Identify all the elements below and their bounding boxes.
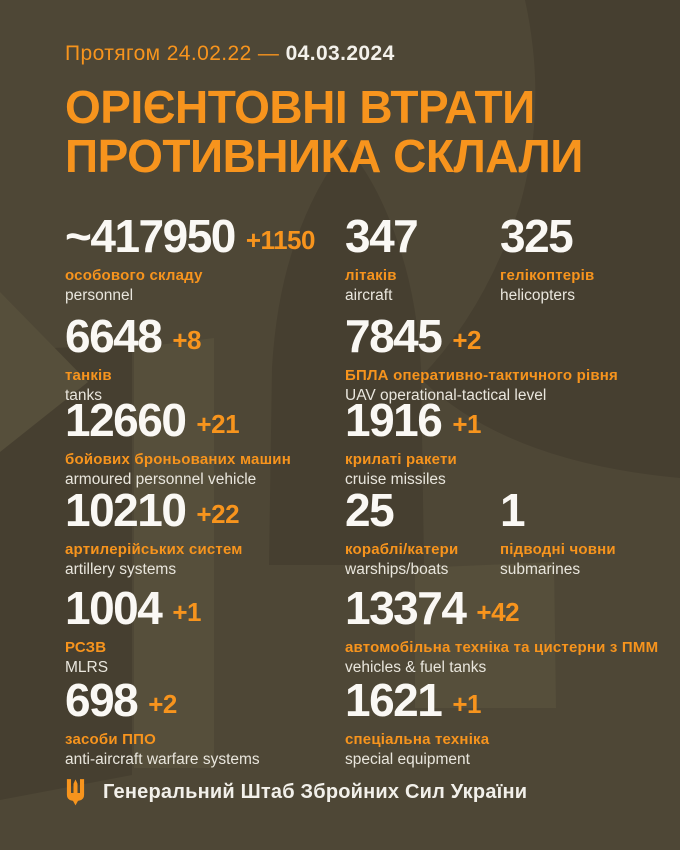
stat-label-uk: гелікоптерів xyxy=(500,267,595,284)
stat-label-uk: кораблі/катери xyxy=(345,541,459,558)
page-title-line2: ПРОТИВНИКА СКЛАЛИ xyxy=(65,130,583,182)
stat-label-en: helicopters xyxy=(500,287,575,304)
stat-label-en: aircraft xyxy=(345,287,393,304)
stat-value: 1004 xyxy=(65,582,163,634)
stat-value: 1621 xyxy=(345,674,443,726)
stat-label-uk: автомобільна техніка та цистерни з ПММ xyxy=(345,639,659,656)
stat-vehicles-fuel: 13374 +42 автомобільна техніка та цистерн… xyxy=(345,585,662,677)
stat-delta: +1 xyxy=(452,689,481,719)
stat-anti-aircraft: 698 +2 засоби ППО anti-aircraft warfare s… xyxy=(65,674,345,768)
stat-uav: 7845 +2 БПЛА оперативно-тактичного рівня … xyxy=(345,310,662,404)
stat-value: 698 xyxy=(65,674,139,726)
stat-label-en: special equipment xyxy=(345,751,470,768)
stat-label-uk: артилерійських систем xyxy=(65,541,243,558)
stat-value: 10210 xyxy=(65,484,187,536)
stat-label-uk: танків xyxy=(65,367,112,384)
stat-value: 13374 xyxy=(345,582,467,634)
stat-submarines: 1 підводні човни submarines xyxy=(500,487,662,585)
stat-label-en: anti-aircraft warfare systems xyxy=(65,751,260,768)
stat-delta: +1 xyxy=(452,409,481,439)
stat-value: 1 xyxy=(500,484,526,536)
stat-label-en: submarines xyxy=(500,561,581,578)
stats-grid: ~417950 +1150 особового складу personnel … xyxy=(65,213,680,768)
stat-personnel: ~417950 +1150 особового складу personnel xyxy=(65,213,345,313)
page-title: ОРІЄНТОВНІ ВТРАТИ ПРОТИВНИКА СКЛАЛИ xyxy=(65,83,680,181)
stat-delta: +8 xyxy=(172,325,201,355)
stat-value: 12660 xyxy=(65,394,187,446)
stat-tanks: 6648 +8 танків tanks xyxy=(65,310,345,404)
footer-org-name: Генеральний Штаб Збройних Сил України xyxy=(103,781,528,803)
date-range: Протягом 24.02.22 — 04.03.2024 xyxy=(65,42,680,66)
stat-label-uk: підводні човни xyxy=(500,541,616,558)
tryzub-icon xyxy=(66,779,85,806)
stat-value: 25 xyxy=(345,484,395,536)
stat-warships: 25 кораблі/катери warships/boats xyxy=(345,487,500,585)
stat-value: 6648 xyxy=(65,310,163,362)
stat-label-uk: особового складу xyxy=(65,267,203,284)
stat-delta: +2 xyxy=(148,689,177,719)
stat-delta: +42 xyxy=(476,597,520,627)
stat-label-en: warships/boats xyxy=(345,561,449,578)
stat-artillery: 10210 +22 артилерійських систем artillery… xyxy=(65,487,345,585)
stat-label-uk: БПЛА оперативно-тактичного рівня xyxy=(345,367,619,384)
footer: Генеральний Штаб Збройних Сил України xyxy=(65,778,527,807)
stat-delta: +2 xyxy=(452,325,481,355)
stat-label-uk: засоби ППО xyxy=(65,731,156,748)
stat-value: 1916 xyxy=(345,394,443,446)
stat-label-en: artillery systems xyxy=(65,561,177,578)
stat-armoured-vehicles: 12660 +21 бойових броньованих машин armou… xyxy=(65,394,345,488)
stat-delta: +22 xyxy=(196,499,240,529)
stat-label-uk: бойових броньованих машин xyxy=(65,451,291,468)
stat-value: 325 xyxy=(500,210,574,262)
date-range-start: Протягом 24.02.22 — xyxy=(65,42,280,65)
stat-helicopters: 325 гелікоптерів helicopters xyxy=(500,213,662,313)
page-title-line1: ОРІЄНТОВНІ ВТРАТИ xyxy=(65,81,535,133)
stat-delta: +21 xyxy=(196,409,240,439)
stat-special-equipment: 1621 +1 спеціальна техніка special equipm… xyxy=(345,674,662,768)
stat-delta: +1150 xyxy=(245,225,316,255)
stat-label-uk: РСЗВ xyxy=(65,639,107,656)
stat-label-uk: крилаті ракети xyxy=(345,451,457,468)
stat-value: 7845 xyxy=(345,310,443,362)
stat-value: ~417950 xyxy=(65,210,236,262)
stat-label-en: personnel xyxy=(65,287,134,304)
stat-label-uk: спеціальна техніка xyxy=(345,731,490,748)
stat-label-uk: літаків xyxy=(345,267,397,284)
stat-aircraft: 347 літаків aircraft xyxy=(345,213,500,313)
stat-cruise-missiles: 1916 +1 крилаті ракети cruise missiles xyxy=(345,394,662,488)
stat-delta: +1 xyxy=(172,597,201,627)
stat-value: 347 xyxy=(345,210,419,262)
poster-content: Протягом 24.02.22 — 04.03.2024 ОРІЄНТОВН… xyxy=(65,42,680,768)
date-range-end: 04.03.2024 xyxy=(285,42,395,65)
stat-mlrs: 1004 +1 РСЗВ MLRS xyxy=(65,585,345,677)
